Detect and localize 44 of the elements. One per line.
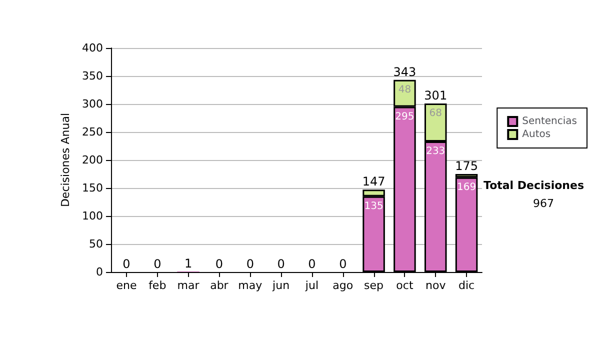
y-tick-label: 150 <box>82 182 103 194</box>
x-tick-label: abr <box>210 279 229 292</box>
y-tick-label: 50 <box>89 238 103 250</box>
x-tick-label: dic <box>458 279 475 292</box>
data-label: 233 <box>426 146 446 158</box>
total-label: 175 <box>455 159 478 173</box>
x-tick-label: may <box>238 279 263 292</box>
x-tick-label: jul <box>304 279 319 292</box>
legend-label: Sentencias <box>522 116 578 127</box>
x-tick-label: nov <box>426 279 446 292</box>
total-label: 1 <box>184 256 192 270</box>
data-label: 169 <box>456 182 476 193</box>
x-tick-label: feb <box>148 279 166 292</box>
x-tick-label: ene <box>116 279 137 292</box>
total-label: 0 <box>215 257 224 271</box>
y-axis-title: Decisiones Anual <box>59 112 72 208</box>
text: 967 <box>533 197 554 210</box>
y-tick-label: 300 <box>82 98 103 110</box>
y-tick-label: 350 <box>82 70 103 82</box>
total-label: 0 <box>122 257 130 271</box>
total-label: 0 <box>308 257 316 271</box>
total-label: 301 <box>424 88 448 102</box>
text: Total Decisiones <box>484 179 584 192</box>
x-tick-label: mar <box>177 279 200 292</box>
x-tick-label: ago <box>332 279 354 292</box>
total-label: 147 <box>362 174 386 189</box>
y-tick-label: 100 <box>82 210 103 222</box>
y-tick-label: 400 <box>82 42 103 54</box>
total-label: 343 <box>393 64 416 79</box>
total-label: 0 <box>246 257 254 271</box>
data-label: 135 <box>364 200 384 212</box>
x-tick-label: sep <box>364 279 384 292</box>
data-label: 68 <box>429 108 442 119</box>
y-tick-label: 200 <box>82 154 103 166</box>
total-label: 0 <box>277 257 285 271</box>
total-label: 0 <box>339 257 347 271</box>
y-tick-label: 0 <box>96 266 103 278</box>
legend-label: Autos <box>522 129 551 140</box>
x-tick-label: oct <box>396 279 414 292</box>
data-label: 48 <box>398 84 412 96</box>
total-label: 0 <box>154 257 162 271</box>
y-tick-label: 250 <box>82 126 103 138</box>
x-tick-label: jun <box>272 279 290 292</box>
data-label: 295 <box>395 111 414 122</box>
